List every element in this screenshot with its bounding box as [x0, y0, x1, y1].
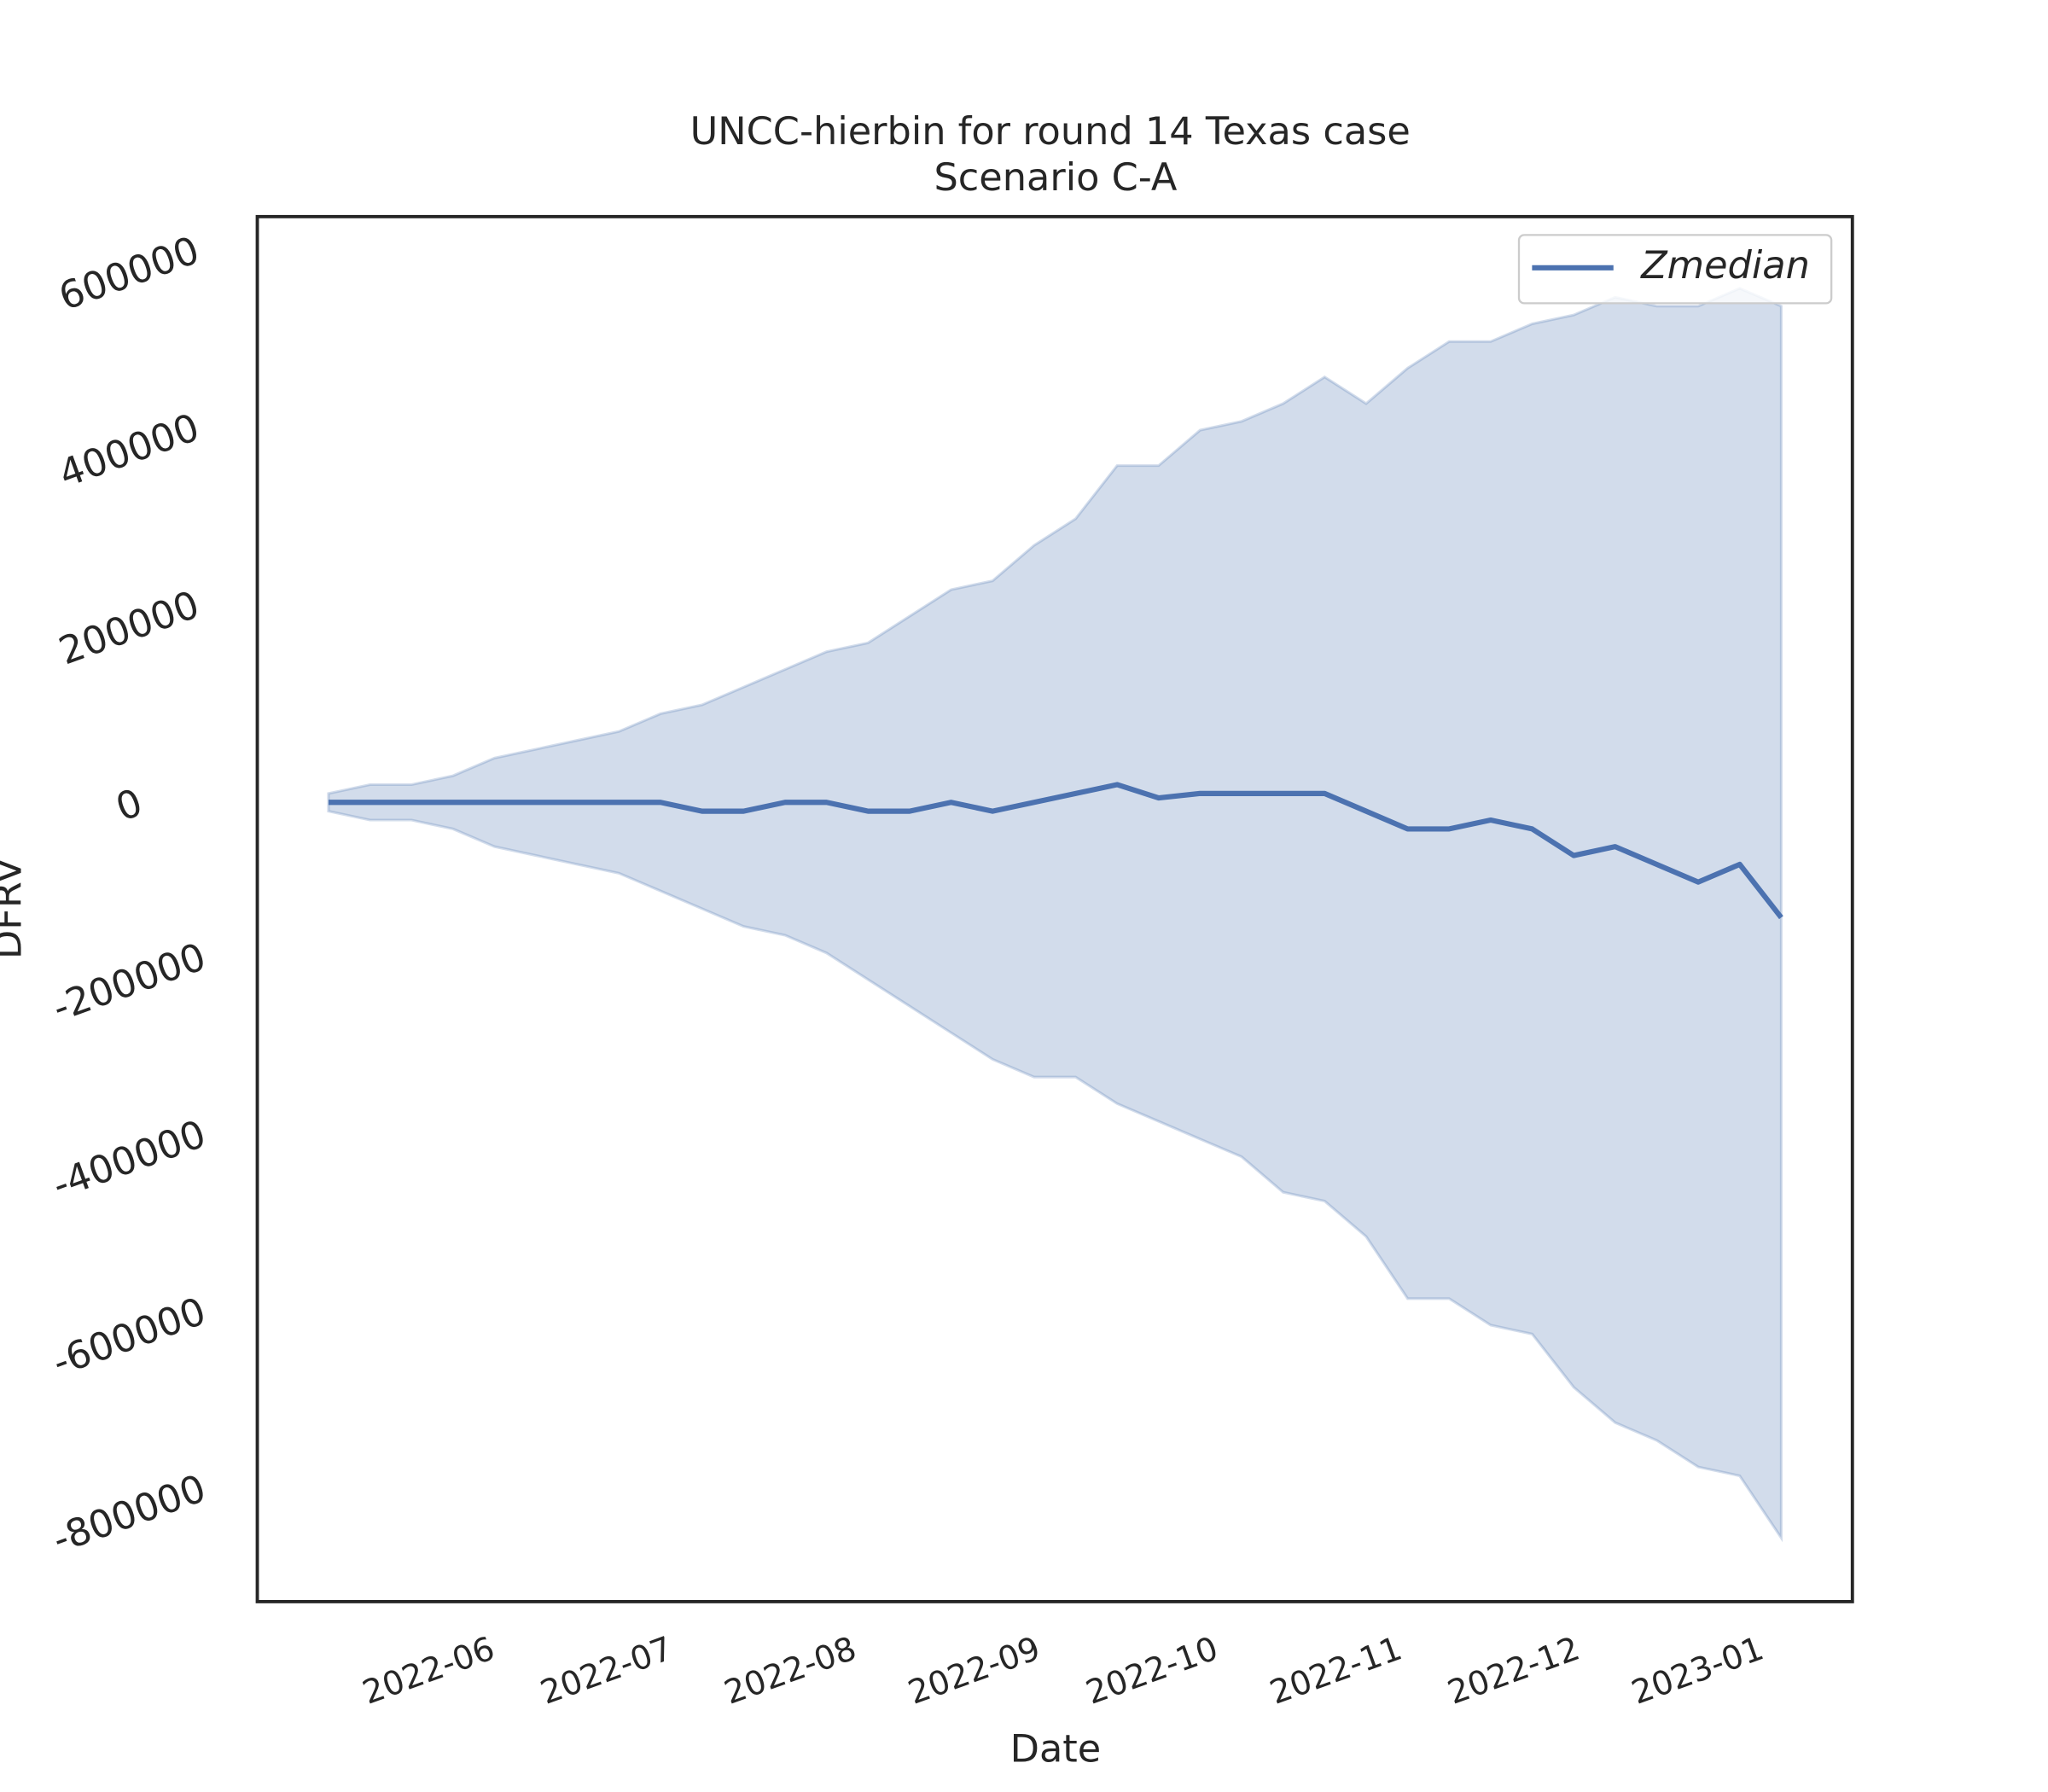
x-tick-label: 2022-06	[358, 1630, 499, 1713]
x-tick-label: 2022-09	[903, 1630, 1044, 1713]
median-line	[328, 782, 1783, 920]
y-axis-label: DFRV	[0, 858, 30, 960]
y-tick-label: -200000	[47, 934, 212, 1031]
y-tick-label: 0	[110, 780, 148, 830]
x-tick-label: 2023-01	[1626, 1630, 1768, 1713]
legend-label: Zmedian	[1640, 243, 1810, 288]
confidence-band	[327, 287, 1783, 1543]
x-tick-label: 2022-12	[1443, 1630, 1585, 1713]
y-tick-label: 400000	[53, 405, 205, 497]
x-tick-label: 2022-07	[536, 1630, 678, 1713]
x-tick-label: 2022-08	[719, 1630, 861, 1713]
legend-box	[1517, 234, 1833, 305]
x-tick-label: 2022-10	[1081, 1630, 1223, 1713]
x-tick-label: 2022-11	[1265, 1630, 1406, 1713]
legend: Zmedian	[1517, 234, 1833, 305]
chart-title: UNCC-hierbin for round 14 Texas case	[690, 109, 1411, 154]
x-axis-label: Date	[1010, 1726, 1102, 1771]
y-tick-label: 600000	[53, 228, 205, 319]
y-tick-label: 200000	[53, 582, 205, 673]
y-tick-label: -400000	[47, 1112, 212, 1208]
plot-frame	[255, 214, 1854, 1603]
y-tick-label: -800000	[47, 1466, 212, 1562]
chart-subtitle: Scenario C-A	[934, 155, 1177, 200]
y-tick-label: -600000	[47, 1289, 212, 1385]
